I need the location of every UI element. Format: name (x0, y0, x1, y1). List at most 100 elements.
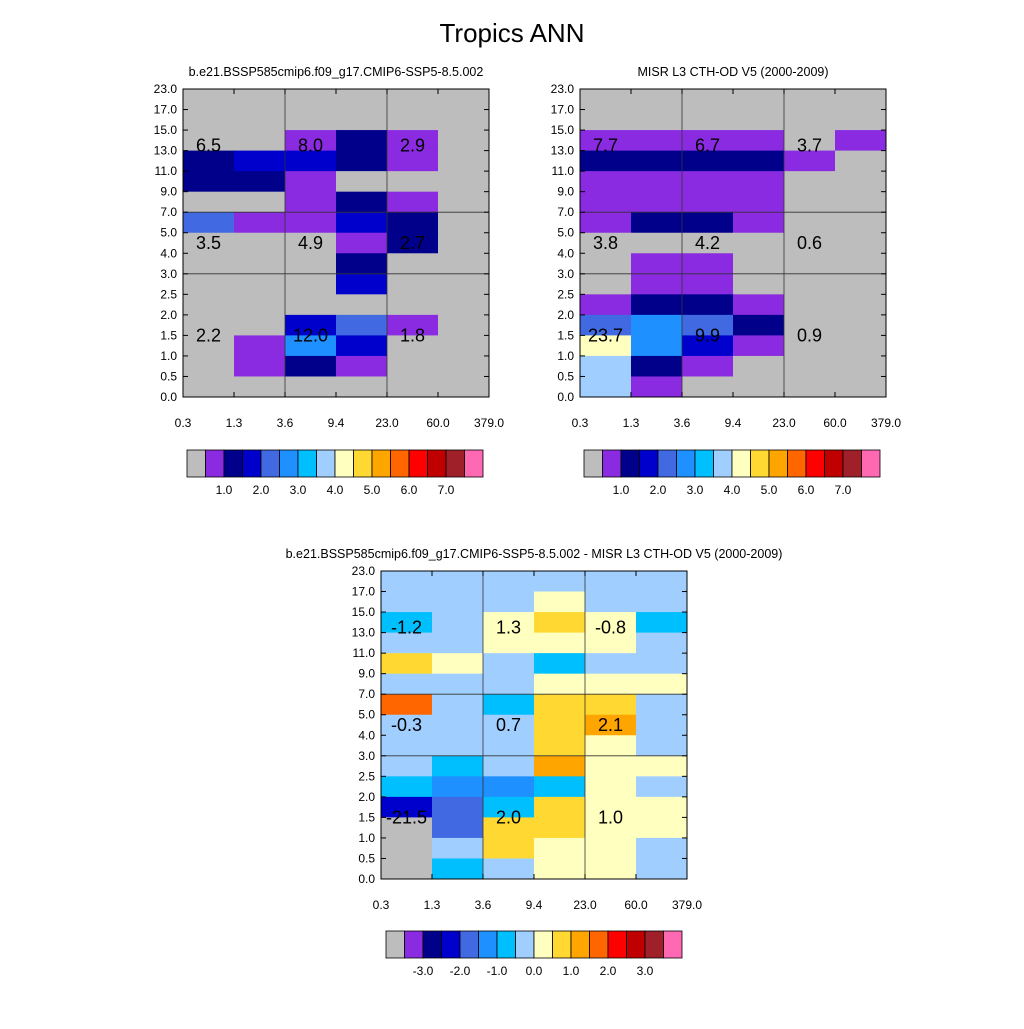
heatmap-cell (387, 89, 439, 111)
colorbar-swatch (570, 930, 590, 959)
colorbar-label: 4.0 (327, 483, 344, 497)
heatmap-cell (432, 755, 484, 777)
heatmap-cell (733, 150, 785, 172)
heatmap-cell (483, 653, 535, 675)
heatmap-cell (438, 109, 490, 131)
heatmap-cell (336, 150, 388, 172)
panel-title: MISR L3 CTH-OD V5 (2000-2009) (637, 65, 828, 79)
heatmap-cell (438, 191, 490, 213)
colorbar-label: 2.0 (600, 964, 617, 978)
heatmap-cell (432, 714, 484, 736)
data-label: 8.0 (298, 135, 323, 155)
y-tick-label: 5.0 (557, 226, 574, 240)
colorbar-swatch (533, 930, 553, 959)
heatmap-cell (285, 355, 337, 377)
heatmap-cell (631, 355, 683, 377)
heatmap-cell (336, 273, 388, 295)
heatmap-cell (784, 335, 836, 357)
heatmap-cell (483, 776, 535, 798)
heatmap-cell (336, 355, 388, 377)
heatmap-cell (682, 335, 734, 357)
heatmap-cell (784, 171, 836, 193)
data-label: -1.2 (391, 617, 422, 637)
y-tick-label: 7.0 (160, 205, 177, 219)
y-tick-label: 11.0 (353, 646, 376, 660)
heatmap-cell (483, 571, 535, 593)
heatmap-cell (580, 355, 632, 377)
heatmap-cell (432, 591, 484, 613)
heatmap-cell (636, 735, 688, 757)
heatmap-cell (784, 314, 836, 336)
data-label: 2.7 (400, 233, 425, 253)
heatmap-cell (381, 755, 433, 777)
heatmap-cell (285, 294, 337, 316)
heatmap-cell (336, 232, 388, 254)
y-tick-label: 13.0 (551, 144, 575, 158)
heatmap-cell (183, 376, 235, 398)
colorbar-label: -2.0 (450, 964, 471, 978)
heatmap-cell (381, 673, 433, 695)
heatmap-cell (381, 632, 433, 654)
heatmap-cell (183, 130, 235, 152)
colorbar-swatch (441, 930, 461, 959)
colorbar-label: -3.0 (413, 964, 434, 978)
heatmap-cell (534, 571, 586, 593)
heatmap-cell (438, 314, 490, 336)
heatmap-cell (682, 171, 734, 193)
y-tick-label: 17.0 (154, 103, 178, 117)
colorbar-swatch (731, 449, 751, 478)
heatmap-cell (835, 294, 887, 316)
heatmap-cell (580, 232, 632, 254)
heatmap-cell (432, 776, 484, 798)
heatmap-cell (585, 673, 637, 695)
y-tick-label: 4.0 (160, 246, 177, 260)
heatmap-cell (234, 376, 286, 398)
colorbar-swatch (639, 449, 659, 478)
heatmap-cell (183, 335, 235, 357)
heatmap-cell (636, 776, 688, 798)
heatmap-cell (234, 89, 286, 111)
heatmap-cell (631, 273, 683, 295)
heatmap-cell (534, 735, 586, 757)
data-label: 3.5 (196, 233, 221, 253)
heatmap-cell (784, 130, 836, 152)
heatmap-cell (534, 673, 586, 695)
colorbar-label: 4.0 (724, 483, 741, 497)
heatmap-cell (682, 355, 734, 377)
y-tick-label: 17.0 (551, 103, 575, 117)
y-tick-label: 4.0 (557, 246, 574, 260)
heatmap-cell (636, 796, 688, 818)
heatmap-cell (183, 273, 235, 295)
heatmap-cell (733, 273, 785, 295)
colorbar-swatch (422, 930, 442, 959)
colorbar-swatch (515, 930, 535, 959)
heatmap-cell (682, 376, 734, 398)
heatmap-cell (580, 253, 632, 275)
heatmap-cell (483, 735, 535, 757)
heatmap-cell (631, 294, 683, 316)
x-tick-label: 0.3 (175, 416, 192, 430)
colorbar-label: 7.0 (438, 483, 455, 497)
heatmap-cell (580, 273, 632, 295)
heatmap-panel-1: b.e21.BSSP585cmip6.f09_g17.CMIP6-SSP5-8.… (154, 65, 505, 497)
heatmap-cell (387, 109, 439, 131)
heatmap-cell (636, 858, 688, 880)
heatmap-cell (534, 632, 586, 654)
colorbar-label: 3.0 (637, 964, 654, 978)
x-tick-label: 23.0 (375, 416, 399, 430)
colorbar-swatch (242, 449, 262, 478)
panel-title: b.e21.BSSP585cmip6.f09_g17.CMIP6-SSP5-8.… (189, 65, 484, 79)
heatmap-cell (682, 89, 734, 111)
heatmap-cell (432, 632, 484, 654)
colorbar-swatch (861, 449, 881, 478)
data-label: -0.3 (391, 715, 422, 735)
colorbar-swatch (205, 449, 225, 478)
heatmap-cell (285, 212, 337, 234)
heatmap-cell (636, 591, 688, 613)
heatmap-cell (438, 376, 490, 398)
heatmap-cell (387, 314, 439, 336)
heatmap-cell (835, 355, 887, 377)
heatmap-cell (585, 796, 637, 818)
heatmap-cell (682, 232, 734, 254)
heatmap-cell (483, 817, 535, 839)
